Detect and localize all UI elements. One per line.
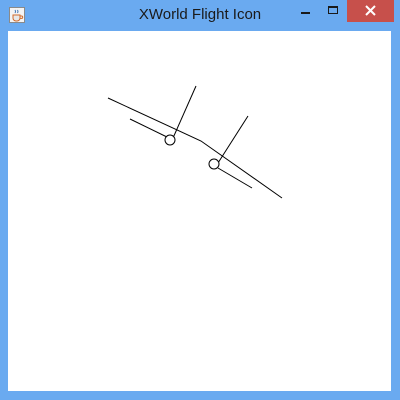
window-title: XWorld Flight Icon <box>138 6 262 23</box>
minimize-button[interactable] <box>291 0 319 22</box>
right-wheel <box>208 158 220 170</box>
window-controls <box>291 0 394 22</box>
close-icon <box>365 5 376 16</box>
right-wing-spar <box>217 115 249 164</box>
minimize-icon <box>301 12 310 14</box>
maximize-button[interactable] <box>319 0 347 22</box>
title-bar[interactable]: XWorld Flight Icon <box>0 0 400 30</box>
right-strut <box>217 167 253 189</box>
left-wheel <box>164 134 176 146</box>
fuselage-line <box>107 97 283 199</box>
left-strut <box>129 118 170 139</box>
maximize-icon <box>328 6 338 14</box>
close-button[interactable] <box>347 0 394 22</box>
left-wing-spar <box>172 85 197 139</box>
java-cup-icon[interactable] <box>9 7 25 23</box>
canvas-area[interactable] <box>8 31 391 391</box>
flight-icon-drawing <box>107 85 283 199</box>
